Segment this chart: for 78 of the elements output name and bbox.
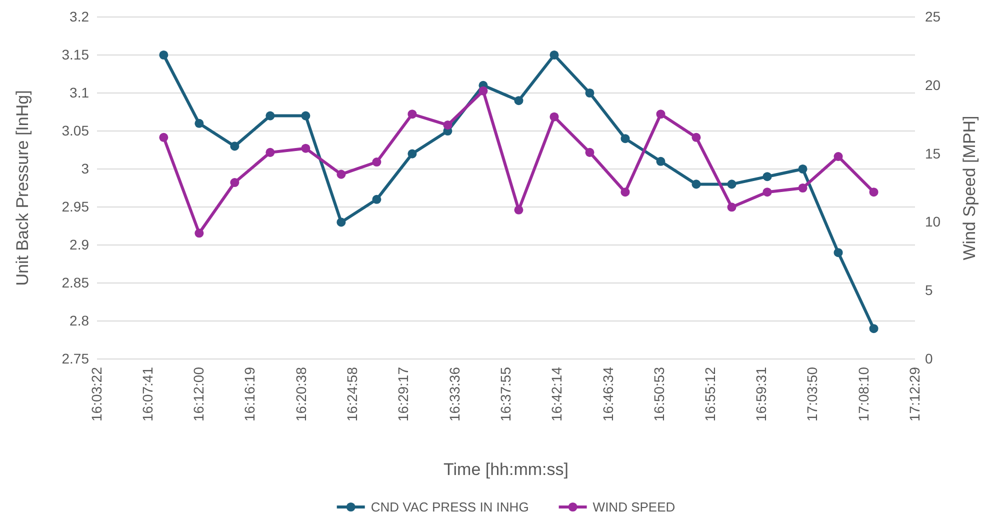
y-tick-label: 2.9	[70, 236, 90, 252]
point	[798, 164, 808, 174]
y2-tick-label: 10	[925, 214, 941, 230]
legend-label: CND VAC PRESS IN INHG	[370, 500, 529, 515]
point	[478, 86, 488, 96]
point	[550, 50, 559, 60]
y2-axis-title: Wind Speed [MPH]	[960, 116, 979, 260]
point	[656, 110, 666, 119]
point	[514, 205, 524, 214]
x-tick-label: 16:24:58	[344, 366, 360, 422]
x-tick-label: 16:29:17	[395, 366, 412, 422]
y-tick-label: 3	[81, 160, 90, 176]
y-tick-label: 2.8	[70, 312, 90, 328]
point	[692, 180, 701, 189]
point	[159, 50, 168, 60]
x-axis-title: Time [hh:mm:ss]	[444, 460, 568, 479]
point	[727, 180, 736, 189]
point	[336, 170, 346, 179]
point	[585, 88, 594, 98]
point	[656, 156, 666, 166]
point	[834, 248, 843, 258]
y-tick-label: 2.75	[62, 350, 90, 366]
x-tick-label: 16:20:38	[292, 366, 309, 422]
point	[620, 188, 630, 197]
point	[408, 110, 417, 119]
x-tick-label: 16:46:34	[600, 366, 616, 422]
point	[727, 202, 736, 212]
x-tick-label: 17:03:50	[804, 366, 820, 422]
point	[230, 142, 240, 151]
point	[762, 188, 772, 197]
point	[266, 111, 275, 120]
point	[194, 228, 204, 238]
point	[301, 111, 310, 120]
x-tick-label: 17:12:29	[906, 366, 922, 422]
y-tick-label: 3.15	[62, 46, 90, 62]
point	[550, 112, 559, 122]
x-tick-label: 16:37:55	[497, 366, 514, 422]
point	[336, 218, 346, 227]
point	[585, 148, 594, 157]
x-tick-label: 16:33:36	[446, 366, 462, 422]
x-tick-label: 16:55:12	[702, 366, 718, 422]
y-tick-label: 2.95	[62, 198, 90, 214]
point	[266, 148, 275, 157]
x-tick-label: 16:07:41	[140, 366, 156, 422]
y2-tick-label: 20	[925, 76, 941, 93]
x-tick-label: 16:03:22	[88, 366, 104, 422]
legend-label: WIND SPEED	[592, 500, 676, 515]
x-tick-label: 16:59:31	[753, 366, 770, 422]
point	[834, 152, 843, 162]
point	[798, 183, 808, 193]
y-axis-title: Unit Back Pressure [InHg]	[13, 90, 32, 286]
point	[301, 144, 310, 153]
point	[408, 149, 417, 158]
point	[762, 172, 772, 182]
x-tick-label: 17:08:10	[855, 366, 872, 422]
point	[620, 134, 630, 144]
x-tick-label: 16:42:14	[548, 366, 564, 422]
point	[514, 96, 524, 106]
point	[372, 194, 382, 204]
point	[692, 132, 701, 142]
point	[159, 132, 168, 142]
point	[443, 120, 452, 130]
point	[230, 178, 240, 188]
point	[194, 118, 204, 128]
point	[869, 324, 878, 334]
point	[869, 188, 878, 197]
y-tick-label: 3.2	[70, 8, 90, 24]
x-tick-label: 16:16:19	[242, 366, 258, 422]
y2-tick-label: 25	[925, 8, 941, 24]
y-tick-label: 2.85	[62, 274, 90, 290]
x-tick-label: 16:50:53	[650, 366, 667, 422]
point	[372, 158, 382, 167]
y2-tick-label: 5	[925, 282, 933, 298]
x-tick-label: 16:12:00	[190, 366, 207, 422]
y-tick-label: 3.1	[70, 84, 90, 100]
y2-tick-label: 15	[925, 145, 941, 162]
y2-tick-label: 0	[925, 350, 933, 366]
y-tick-label: 3.05	[62, 122, 90, 138]
